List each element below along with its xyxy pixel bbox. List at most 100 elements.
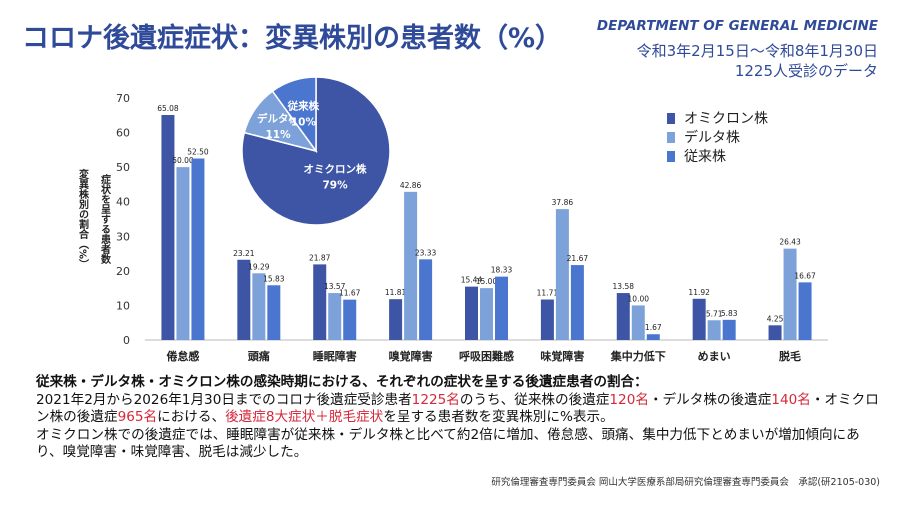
pie-slice-name: デルタ株 xyxy=(257,112,299,125)
summary-text-1: 2021年2月から2026年1月30日までのコロナ後遺症受診患者 xyxy=(36,391,412,408)
x-category-label: 頭痛 xyxy=(248,349,270,363)
bar-1 xyxy=(313,264,327,340)
bar-3 xyxy=(419,259,433,340)
bar-value-label: 50.00 xyxy=(172,156,194,165)
bar-value-label: 11.71 xyxy=(537,289,559,298)
page-title: コロナ後遺症症状：変異株別の患者数（%） xyxy=(22,23,563,54)
x-category-label: 脱毛 xyxy=(779,349,801,363)
y-tick-label: 30 xyxy=(116,230,130,243)
pie-slice xyxy=(271,76,317,154)
y-axis-label-outer: 変異株別の割合（%） xyxy=(77,168,90,269)
legend-label: 従来株 xyxy=(684,149,726,165)
bar-2 xyxy=(480,288,493,340)
summary-paragraph: 2021年2月から2026年1月30日までのコロナ後遺症受診患者1225名のうち… xyxy=(36,392,886,427)
pie-slice-name: オミクロン株 xyxy=(304,163,367,176)
x-category-label: 倦怠感 xyxy=(166,349,199,363)
bar-value-label: 42.86 xyxy=(400,181,422,190)
bar-2 xyxy=(555,209,569,340)
bar-value-label: 5.83 xyxy=(721,309,738,318)
bar-1 xyxy=(768,325,782,340)
bar-value-label: 1.67 xyxy=(645,323,662,332)
delta-patients: 140名 xyxy=(771,391,811,408)
legend-label: デルタ株 xyxy=(684,129,740,146)
bar-2 xyxy=(783,248,797,340)
bar-value-label: 16.67 xyxy=(794,271,816,280)
bar-value-label: 23.33 xyxy=(415,248,437,257)
bar-value-label: 65.08 xyxy=(157,104,179,113)
bar-value-label: 52.50 xyxy=(187,148,209,157)
total-patients: 1225名 xyxy=(411,391,460,408)
y-tick-label: 60 xyxy=(116,127,130,140)
bar-value-label: 37.86 xyxy=(552,198,574,207)
bar-value-label: 11.67 xyxy=(339,289,361,298)
bar-3 xyxy=(798,282,812,340)
bar-value-label: 15.00 xyxy=(476,277,498,286)
bar-2 xyxy=(631,305,645,340)
bar-2 xyxy=(252,273,266,340)
bar-value-label: 4.25 xyxy=(767,314,784,323)
ethics-approval-footer: 研究倫理審査専門委員会 岡山大学医療系部局研究倫理審査専門委員会 承認(研210… xyxy=(491,477,880,488)
summary-text-3: ・デルタ株の後遺症 xyxy=(648,391,772,408)
bar-value-label: 11.81 xyxy=(385,288,407,297)
y-tick-label: 10 xyxy=(116,299,130,312)
pie-slice-value: 79% xyxy=(322,180,348,192)
summary-text-5: における、 xyxy=(157,409,226,426)
summary-heading: 従来株・デルタ株・オミクロン株の感染時期における、それぞれの症状を呈する後遺症患… xyxy=(36,374,648,390)
y-tick-label: 40 xyxy=(116,196,130,209)
summary-text: 従来株・デルタ株・オミクロン株の感染時期における、それぞれの症状を呈する後遺症患… xyxy=(36,374,886,462)
summary-text-4: ・オミクロン株の後遺症 xyxy=(36,391,879,426)
bar-value-label: 5.71 xyxy=(706,309,723,318)
bar-3 xyxy=(191,158,205,340)
bar-value-label: 13.58 xyxy=(613,282,635,291)
bar-value-label: 19.29 xyxy=(248,262,270,271)
bar-3 xyxy=(570,265,584,340)
patient-count-label: 1225人受診のデータ xyxy=(734,62,878,80)
x-category-label: 嗅覚障害 xyxy=(389,349,433,363)
x-category-label: 呼吸困難感 xyxy=(459,349,514,363)
period-label: 令和3年2月15日～令和8年1月30日 xyxy=(636,42,878,60)
bar-value-label: 10.00 xyxy=(628,294,650,303)
y-tick-label: 0 xyxy=(123,334,130,347)
legend-swatch xyxy=(667,113,675,124)
summary-conclusion: オミクロン株での後遺症では、睡眠障害が従来株・デルタ株と比べて約2倍に増加、倦怠… xyxy=(36,426,860,461)
summary-text-6: を呈する患者数を変異株別に%表示。 xyxy=(383,409,614,426)
symptom-highlight: 後遺症8大症状＋脱毛症状 xyxy=(225,409,384,426)
bar-value-label: 11.92 xyxy=(688,288,710,297)
bar-value-label: 15.44 xyxy=(461,276,483,285)
department-label: DEPARTMENT OF GENERAL MEDICINE xyxy=(596,18,878,34)
bar-2 xyxy=(707,320,721,340)
bar-1 xyxy=(616,293,630,340)
y-axis-label-inner: 症状を呈する患者数 xyxy=(99,173,112,265)
bar-value-label: 23.21 xyxy=(233,249,255,258)
bar-3 xyxy=(495,276,508,340)
bar-1 xyxy=(161,115,175,340)
bar-1 xyxy=(465,286,478,340)
bar-1 xyxy=(389,299,403,340)
x-category-label: 集中力低下 xyxy=(610,349,666,363)
bar-2 xyxy=(176,167,190,340)
bar-3 xyxy=(646,334,660,340)
bar-3 xyxy=(343,299,357,340)
bar-1 xyxy=(692,298,706,340)
pie-slice-value: 11% xyxy=(265,129,291,141)
omicron-patients: 965名 xyxy=(117,409,158,426)
pie-slice-name: 従来株 xyxy=(287,99,320,112)
conventional-patients: 120名 xyxy=(609,391,649,408)
pie-slice-value: 10% xyxy=(291,116,317,128)
x-category-label: めまい xyxy=(698,350,731,363)
y-tick-label: 50 xyxy=(116,161,130,174)
bar-value-label: 21.67 xyxy=(567,254,589,263)
y-tick-label: 20 xyxy=(116,265,130,278)
bar-value-label: 21.87 xyxy=(309,253,331,262)
bar-3 xyxy=(267,285,281,340)
bar-1 xyxy=(237,259,251,340)
bar-1 xyxy=(540,299,554,340)
bar-value-label: 15.83 xyxy=(263,274,285,283)
legend-label: オミクロン株 xyxy=(684,111,768,127)
bar-chart: 0 10 20 30 40 50 60 70 変異株別の割合（%） 症状を呈する患者数 65.08 5… xyxy=(77,76,828,363)
bar-value-label: 13.57 xyxy=(324,282,346,291)
y-tick-label: 70 xyxy=(116,92,130,105)
bar-2 xyxy=(328,293,342,340)
bar-value-label: 18.33 xyxy=(491,266,513,275)
x-category-label: 味覚障害 xyxy=(540,349,584,363)
